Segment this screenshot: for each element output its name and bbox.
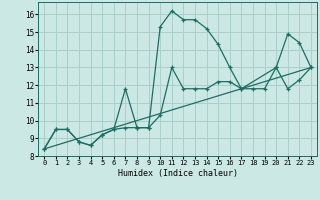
X-axis label: Humidex (Indice chaleur): Humidex (Indice chaleur) (118, 169, 238, 178)
